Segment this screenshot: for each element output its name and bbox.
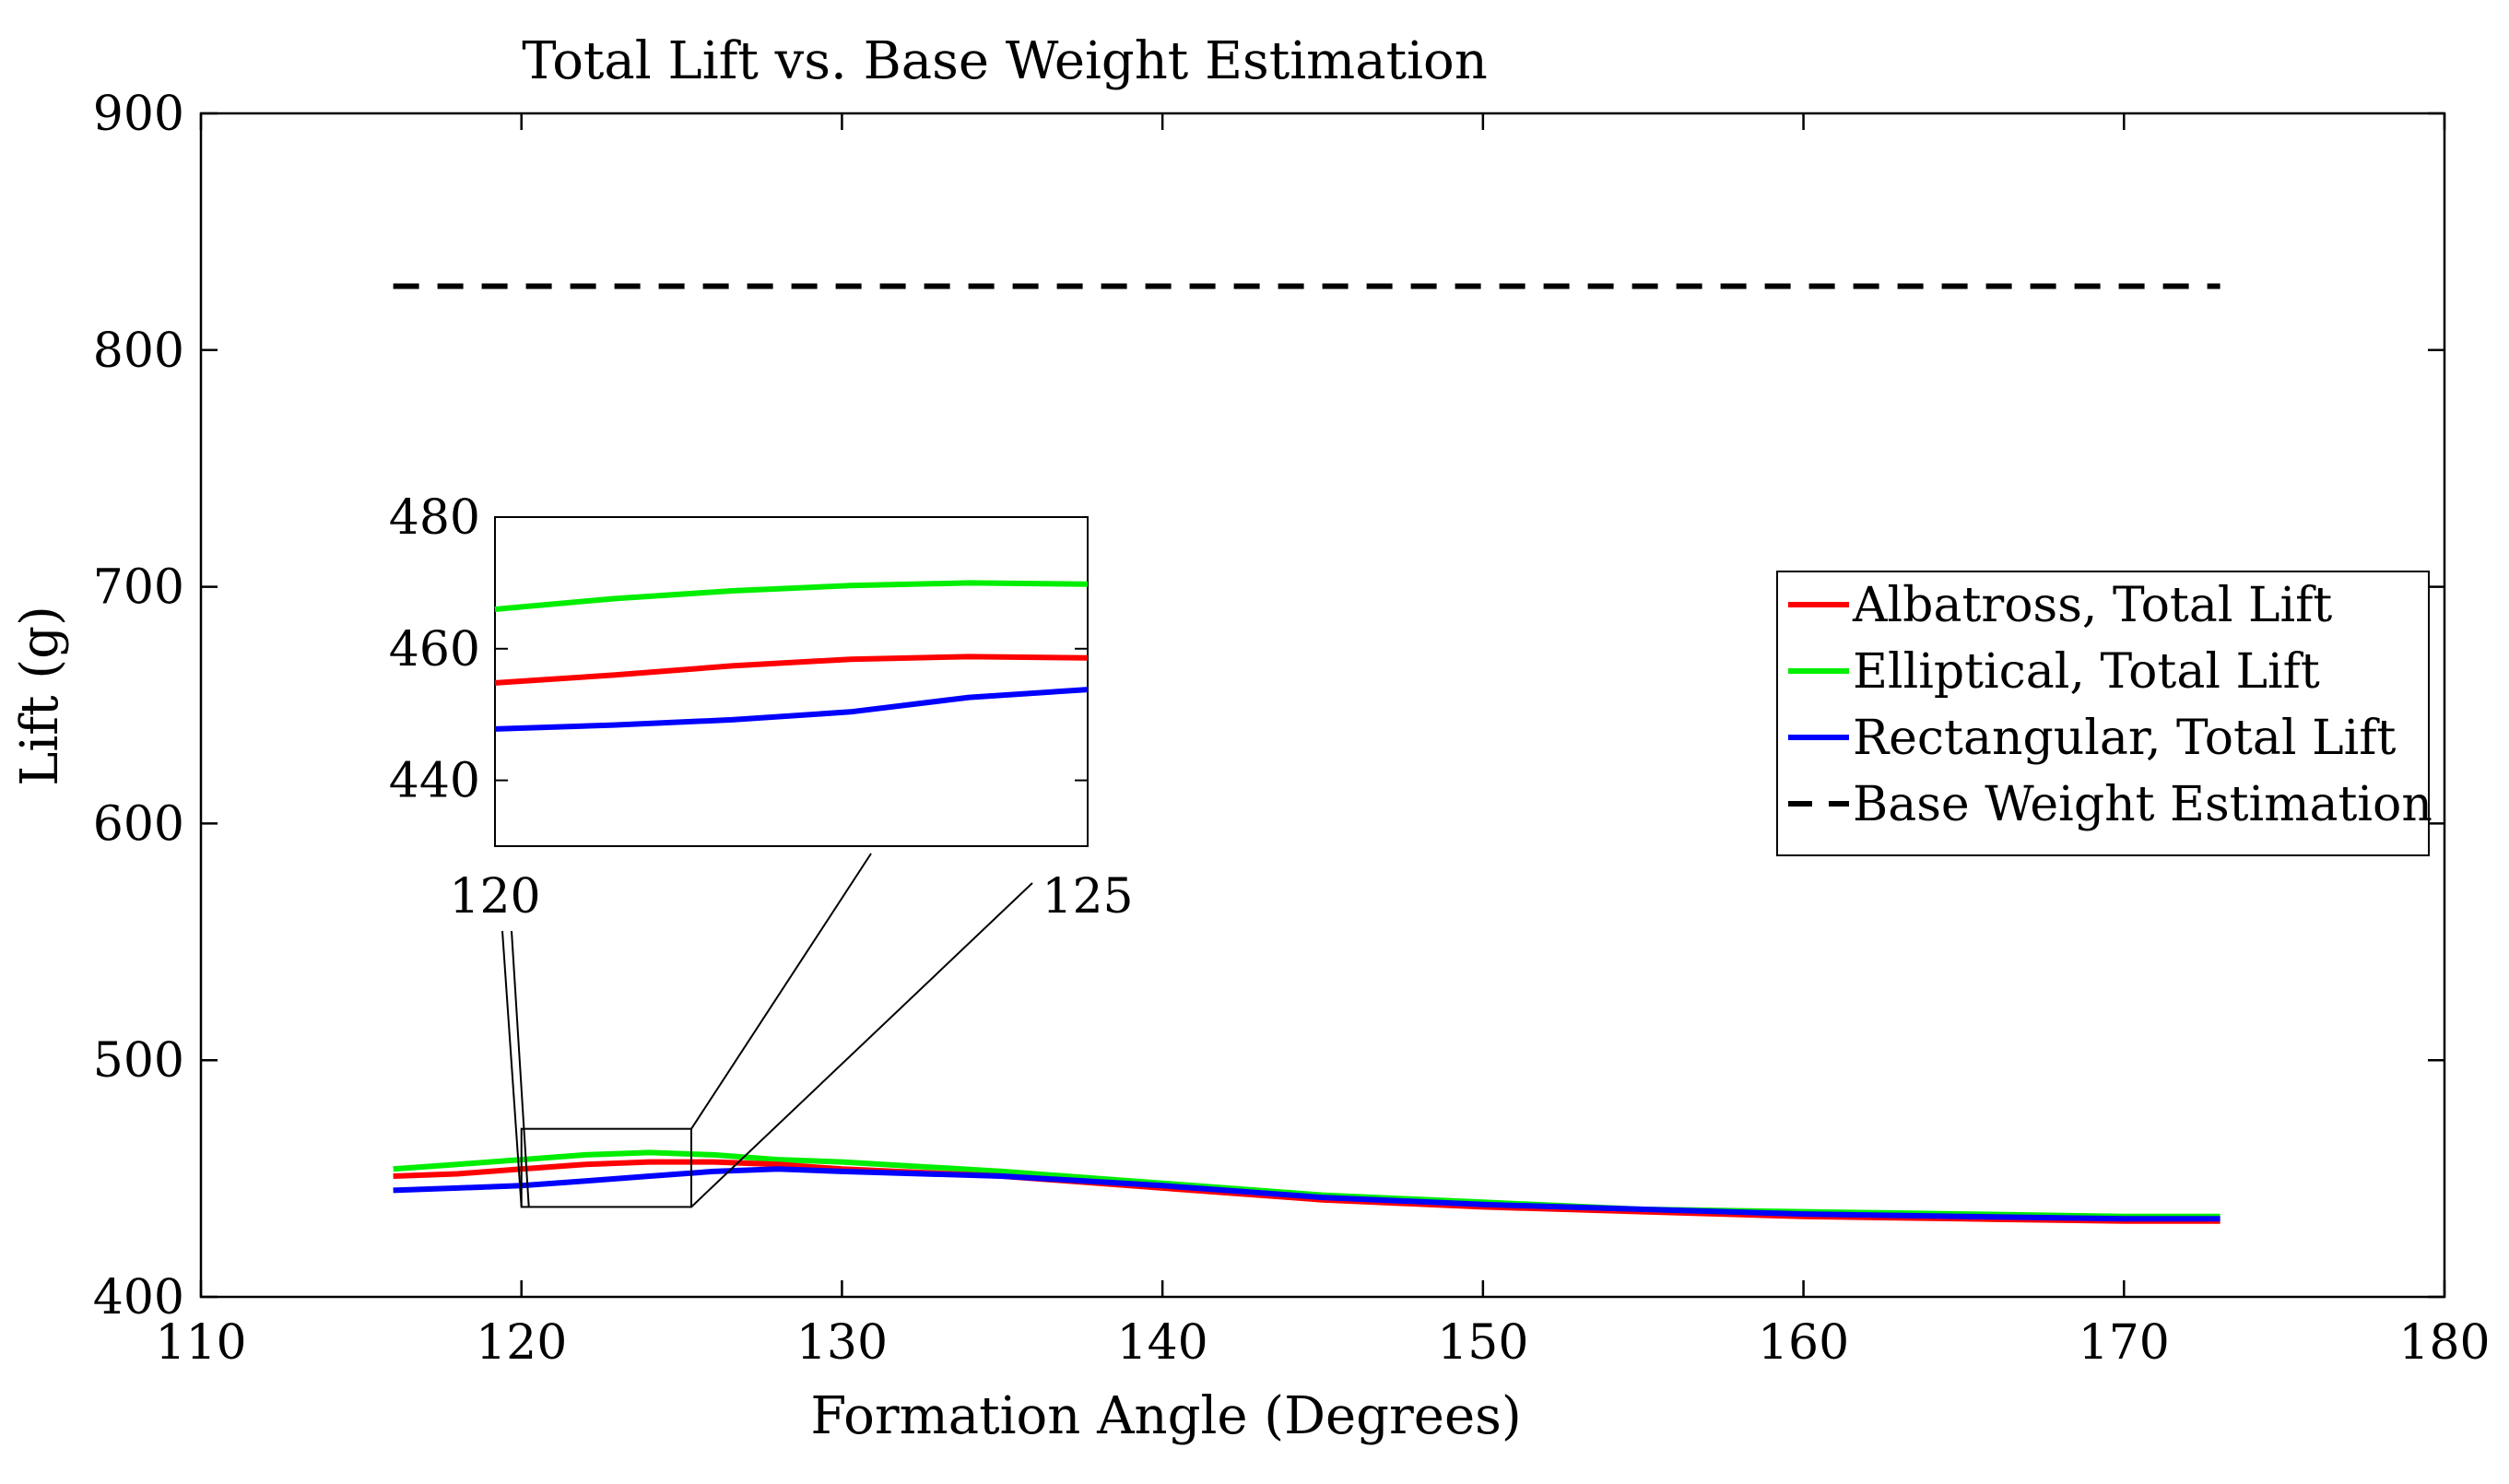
inset-series-line-2: [494, 687, 1089, 732]
legend-label-3: Base Weight Estimation: [1853, 777, 2432, 832]
x-tick-label: 150: [1437, 1315, 1528, 1371]
x-tick-label: 180: [2398, 1315, 2490, 1371]
y-tick-label: 900: [93, 87, 184, 142]
inset-y-tick-label: 460: [389, 622, 480, 677]
inset-plot-area: 440 460 480 120 125: [389, 490, 1134, 1208]
x-tick-label: 140: [1117, 1315, 1208, 1371]
inset-series-line-1: [494, 654, 1089, 686]
legend: Albatross, Total Lift Elliptical, Total L…: [1776, 571, 2432, 856]
x-tick-label: 110: [155, 1315, 246, 1371]
inset-y-tick-label: 440: [389, 754, 480, 809]
legend-label-1: Elliptical, Total Lift: [1853, 644, 2320, 700]
zoom-connector-line: [511, 930, 530, 1207]
x-tick-label: 170: [2079, 1315, 2170, 1371]
x-tick-label: 160: [1758, 1315, 1849, 1371]
inset-x-label-end: 125: [1042, 869, 1133, 925]
x-tick-label: 120: [476, 1315, 567, 1371]
inset-y-tick-label: 480: [389, 490, 480, 546]
x-tick-label: 130: [796, 1315, 888, 1371]
zoom-connector-line: [690, 882, 1033, 1208]
y-tick-label: 800: [93, 324, 184, 379]
x-axis-label: Formation Angle (Degrees): [810, 1386, 1521, 1446]
chart-title: Total Lift vs. Base Weight Estimation: [522, 31, 1488, 91]
zoom-connector-line: [501, 930, 523, 1207]
legend-box: [1776, 571, 2430, 856]
main-plot-area: 110 120 130 140 150 160 170 180 400 500 600 700 800 9…: [93, 87, 2491, 1371]
y-axis-label: Lift (g): [10, 606, 70, 786]
series-line-2: [393, 1166, 2220, 1222]
inset-x-label-start: 120: [449, 869, 540, 925]
y-tick-label: 600: [93, 796, 184, 852]
zoom-source-box: [520, 1127, 693, 1208]
inset-frame: [494, 516, 1089, 847]
legend-label-0: Albatross, Total Lift: [1852, 578, 2332, 633]
inset-series-line-0: [494, 580, 1089, 612]
y-tick-label: 700: [93, 560, 184, 616]
y-tick-label: 500: [93, 1033, 184, 1089]
plot-frame: [199, 112, 2446, 1299]
zoom-connector-line: [690, 853, 872, 1130]
y-tick-label: 400: [93, 1270, 184, 1325]
legend-label-2: Rectangular, Total Lift: [1853, 711, 2396, 766]
